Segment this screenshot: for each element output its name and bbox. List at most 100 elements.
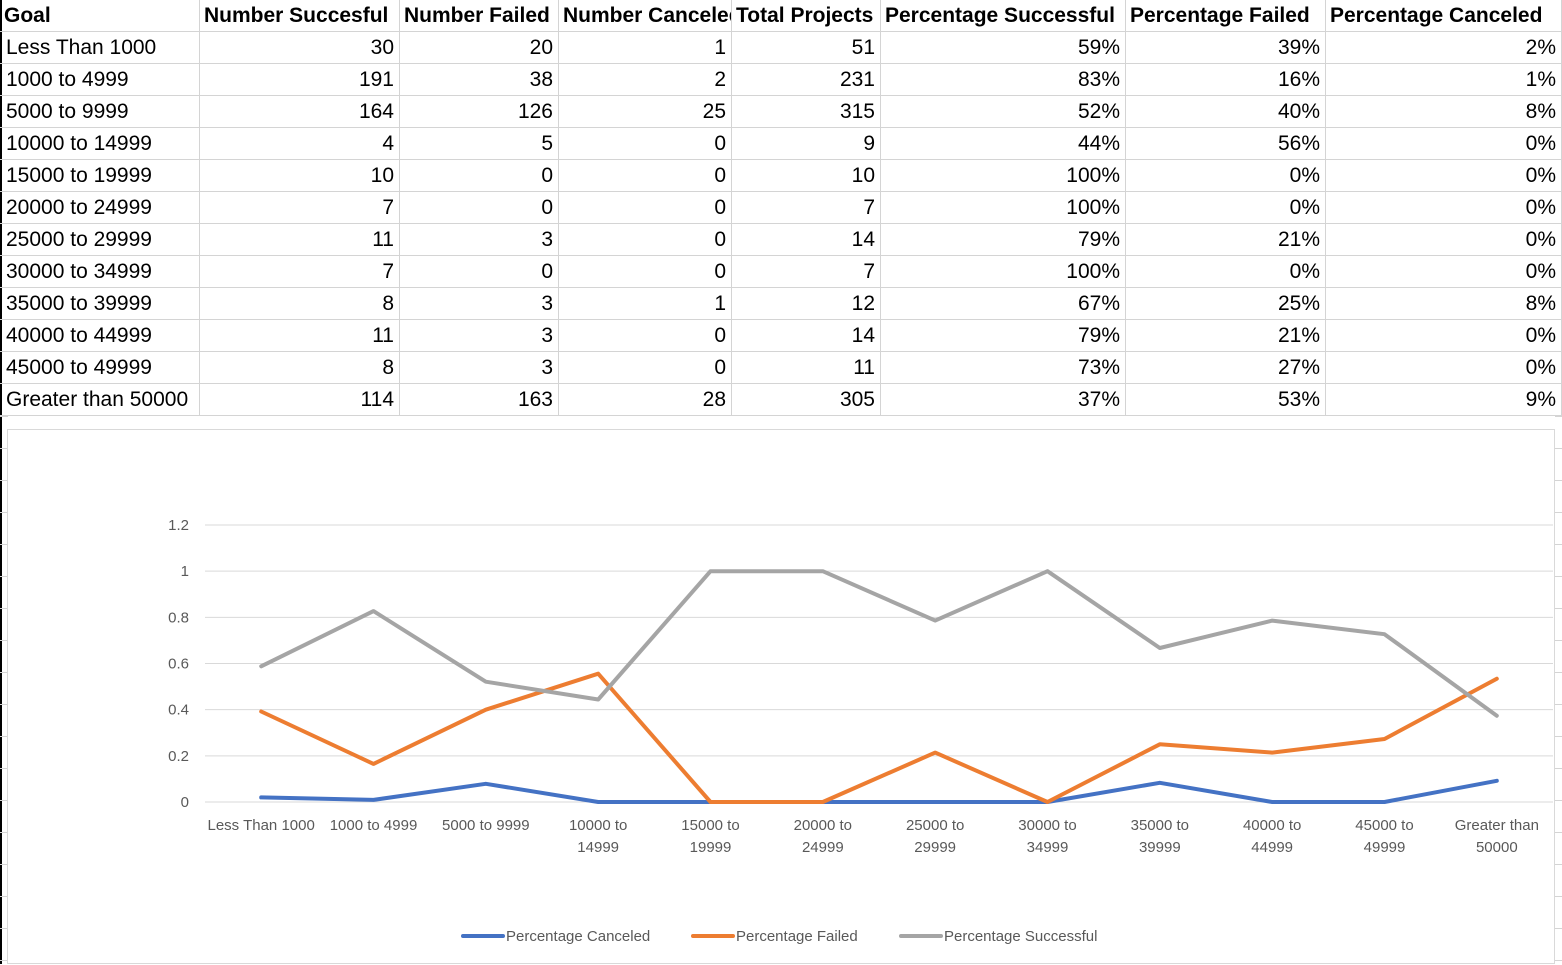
table-cell[interactable]: 8% <box>1326 288 1562 320</box>
table-cell[interactable]: 20 <box>400 32 559 64</box>
row-label[interactable]: Greater than 50000 <box>0 384 200 416</box>
column-header-4[interactable]: Total Projects <box>732 0 881 32</box>
table-cell[interactable]: 38 <box>400 64 559 96</box>
column-header-6[interactable]: Percentage Failed <box>1126 0 1326 32</box>
table-cell[interactable]: 0% <box>1126 192 1326 224</box>
row-label[interactable]: 15000 to 19999 <box>0 160 200 192</box>
table-cell[interactable]: 164 <box>200 96 400 128</box>
row-label[interactable]: 10000 to 14999 <box>0 128 200 160</box>
table-cell[interactable]: 1 <box>559 288 732 320</box>
table-cell[interactable]: 0 <box>559 320 732 352</box>
table-cell[interactable]: 7 <box>732 256 881 288</box>
table-cell[interactable]: 0 <box>400 160 559 192</box>
table-cell[interactable]: 10 <box>732 160 881 192</box>
row-label[interactable]: 45000 to 49999 <box>0 352 200 384</box>
table-cell[interactable]: 0 <box>559 160 732 192</box>
table-cell[interactable]: 0 <box>400 256 559 288</box>
table-cell[interactable]: 25 <box>559 96 732 128</box>
table-cell[interactable]: 1 <box>559 32 732 64</box>
row-label[interactable]: 20000 to 24999 <box>0 192 200 224</box>
table-cell[interactable]: 83% <box>881 64 1126 96</box>
table-cell[interactable]: 0% <box>1326 256 1562 288</box>
table-cell[interactable]: 79% <box>881 320 1126 352</box>
table-cell[interactable]: 44% <box>881 128 1126 160</box>
column-header-7[interactable]: Percentage Canceled <box>1326 0 1562 32</box>
table-cell[interactable]: 11 <box>200 320 400 352</box>
table-cell[interactable]: 7 <box>732 192 881 224</box>
table-cell[interactable]: 2 <box>559 64 732 96</box>
column-header-0[interactable]: Goal <box>0 0 200 32</box>
table-cell[interactable]: 14 <box>732 224 881 256</box>
table-cell[interactable]: 16% <box>1126 64 1326 96</box>
table-cell[interactable]: 0 <box>559 224 732 256</box>
table-cell[interactable]: 100% <box>881 160 1126 192</box>
table-cell[interactable]: 3 <box>400 352 559 384</box>
table-cell[interactable]: 21% <box>1126 320 1326 352</box>
table-cell[interactable]: 0% <box>1326 160 1562 192</box>
row-label[interactable]: 35000 to 39999 <box>0 288 200 320</box>
table-cell[interactable]: 73% <box>881 352 1126 384</box>
table-cell[interactable]: 51 <box>732 32 881 64</box>
row-label[interactable]: 25000 to 29999 <box>0 224 200 256</box>
table-cell[interactable]: 39% <box>1126 32 1326 64</box>
table-cell[interactable]: 11 <box>732 352 881 384</box>
table-cell[interactable]: 9 <box>732 128 881 160</box>
line-chart[interactable]: 0 0.2 0.4 0.6 0.8 1 1.2 Less Than 1000 1000 to 4… <box>7 429 1555 964</box>
table-cell[interactable]: 14 <box>732 320 881 352</box>
table-cell[interactable]: 0 <box>559 256 732 288</box>
table-cell[interactable]: 8 <box>200 288 400 320</box>
table-cell[interactable]: 0 <box>559 352 732 384</box>
table-cell[interactable]: 27% <box>1126 352 1326 384</box>
table-cell[interactable]: 59% <box>881 32 1126 64</box>
column-header-1[interactable]: Number Succesful <box>200 0 400 32</box>
table-cell[interactable]: 67% <box>881 288 1126 320</box>
table-cell[interactable]: 0% <box>1126 256 1326 288</box>
table-cell[interactable]: 3 <box>400 224 559 256</box>
table-cell[interactable]: 163 <box>400 384 559 416</box>
row-label[interactable]: 5000 to 9999 <box>0 96 200 128</box>
table-cell[interactable]: 0 <box>559 128 732 160</box>
table-cell[interactable]: 21% <box>1126 224 1326 256</box>
table-cell[interactable]: 305 <box>732 384 881 416</box>
table-cell[interactable]: 7 <box>200 256 400 288</box>
table-cell[interactable]: 315 <box>732 96 881 128</box>
table-cell[interactable]: 0% <box>1326 320 1562 352</box>
table-cell[interactable]: 25% <box>1126 288 1326 320</box>
table-cell[interactable]: 231 <box>732 64 881 96</box>
table-cell[interactable]: 0 <box>559 192 732 224</box>
row-label[interactable]: 40000 to 44999 <box>0 320 200 352</box>
table-cell[interactable]: 30 <box>200 32 400 64</box>
table-cell[interactable]: 191 <box>200 64 400 96</box>
table-cell[interactable]: 79% <box>881 224 1126 256</box>
column-header-5[interactable]: Percentage Successful <box>881 0 1126 32</box>
table-cell[interactable]: 40% <box>1126 96 1326 128</box>
table-cell[interactable]: 0 <box>400 192 559 224</box>
table-cell[interactable]: 0% <box>1326 192 1562 224</box>
table-cell[interactable]: 0% <box>1326 352 1562 384</box>
row-label[interactable]: Less Than 1000 <box>0 32 200 64</box>
table-cell[interactable]: 4 <box>200 128 400 160</box>
table-cell[interactable]: 0% <box>1326 128 1562 160</box>
table-cell[interactable]: 10 <box>200 160 400 192</box>
table-cell[interactable]: 7 <box>200 192 400 224</box>
table-cell[interactable]: 8 <box>200 352 400 384</box>
table-cell[interactable]: 3 <box>400 288 559 320</box>
table-cell[interactable]: 11 <box>200 224 400 256</box>
table-cell[interactable]: 37% <box>881 384 1126 416</box>
table-cell[interactable]: 100% <box>881 256 1126 288</box>
table-cell[interactable]: 28 <box>559 384 732 416</box>
table-cell[interactable]: 3 <box>400 320 559 352</box>
table-cell[interactable]: 0% <box>1326 224 1562 256</box>
table-cell[interactable]: 0% <box>1126 160 1326 192</box>
table-cell[interactable]: 53% <box>1126 384 1326 416</box>
table-cell[interactable]: 8% <box>1326 96 1562 128</box>
table-cell[interactable]: 12 <box>732 288 881 320</box>
table-cell[interactable]: 5 <box>400 128 559 160</box>
table-cell[interactable]: 52% <box>881 96 1126 128</box>
table-cell[interactable]: 126 <box>400 96 559 128</box>
table-cell[interactable]: 9% <box>1326 384 1562 416</box>
table-cell[interactable]: 114 <box>200 384 400 416</box>
column-header-3[interactable]: Number Canceled <box>559 0 732 32</box>
row-label[interactable]: 1000 to 4999 <box>0 64 200 96</box>
table-cell[interactable]: 2% <box>1326 32 1562 64</box>
